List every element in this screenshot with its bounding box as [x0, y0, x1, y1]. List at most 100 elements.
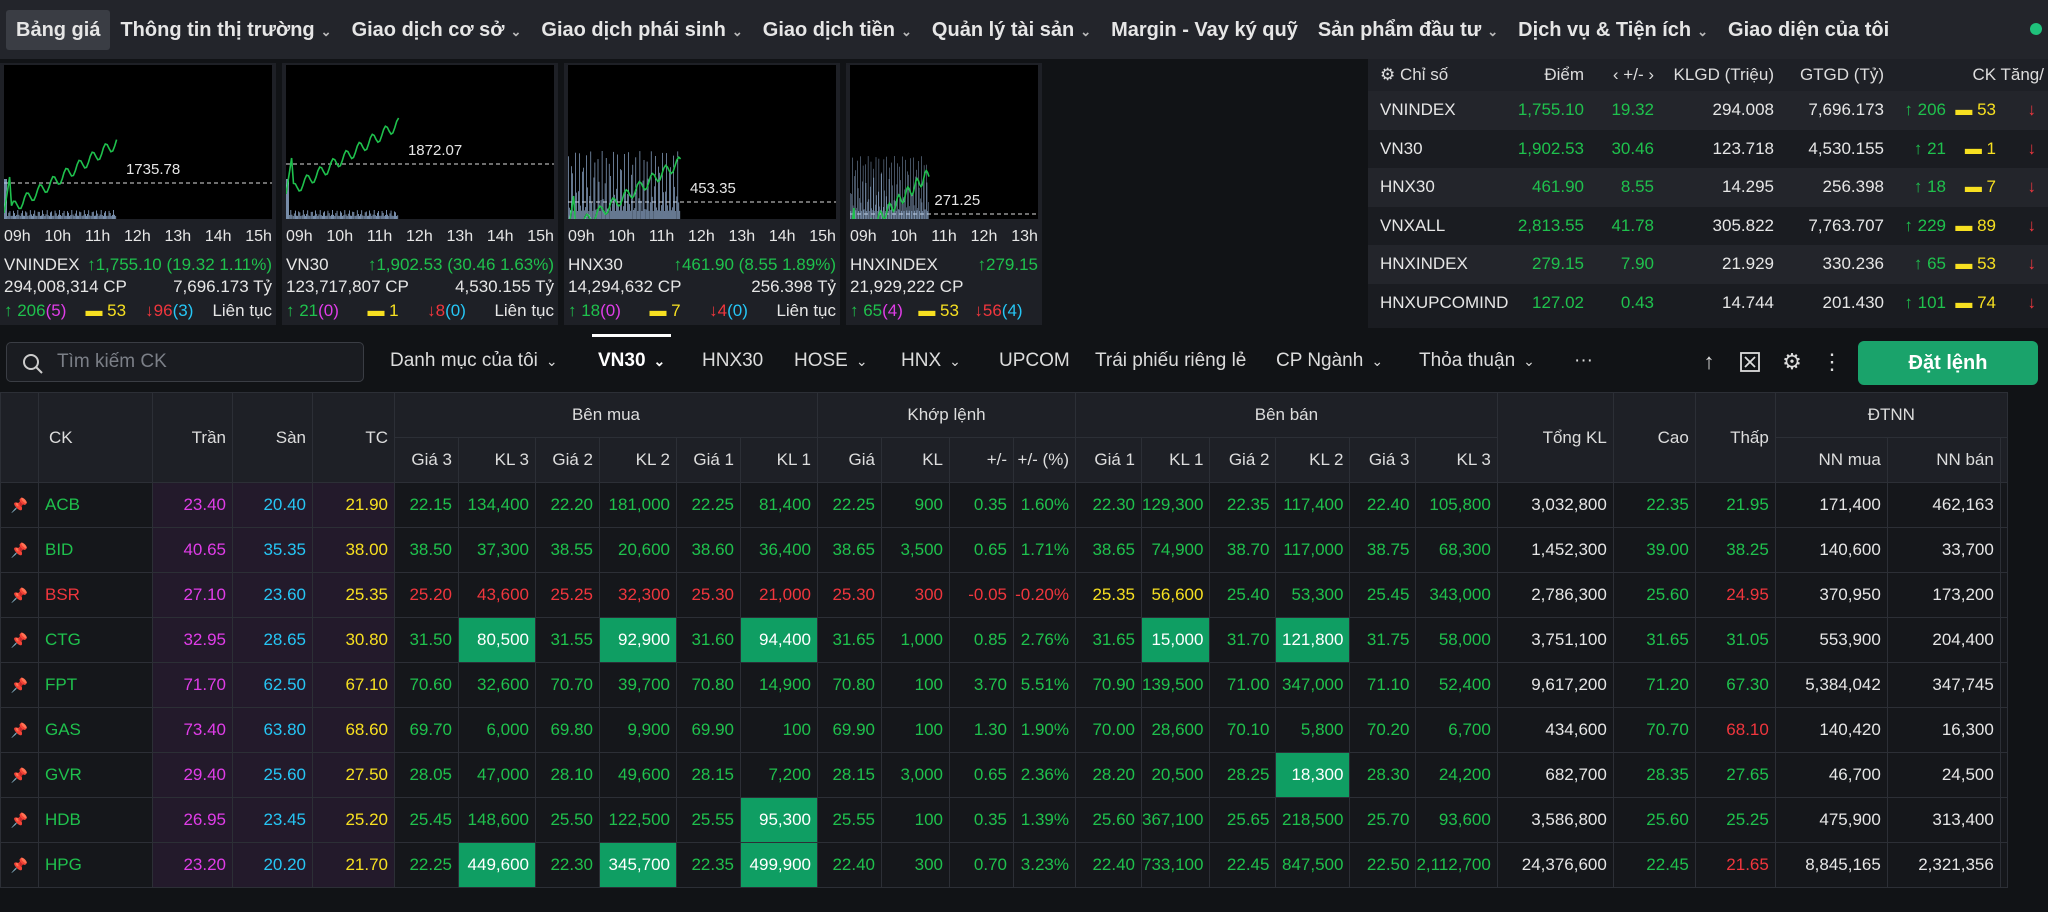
index-table-row[interactable]: HNXINDEX 279.15 7.90 21.929 330.236 ↑ 65 ▬ 53 ↓: [1368, 245, 2048, 284]
col-subheader[interactable]: Giá 2: [1209, 437, 1277, 483]
pin-icon[interactable]: 📌: [0, 527, 39, 573]
pin-icon[interactable]: 📌: [0, 572, 39, 618]
pin-icon[interactable]: 📌: [0, 707, 39, 753]
tab-4[interactable]: HNX ⌄: [901, 350, 961, 372]
col-subheader[interactable]: Giá 3: [1349, 437, 1417, 483]
ticker-cell[interactable]: CTG: [38, 617, 153, 663]
tab-1[interactable]: VN30 ⌄: [591, 334, 672, 372]
pin-icon[interactable]: 📌: [0, 797, 39, 843]
col-subheader[interactable]: Giá 3: [394, 437, 459, 483]
pin-icon[interactable]: 📌: [0, 482, 39, 528]
index-panel-vnindex[interactable]: 1735.78 09h 10h 11h 12h 13h 14h 15h VNINDEX ↑1,75…: [0, 63, 276, 325]
ticker-cell[interactable]: GVR: [38, 752, 153, 798]
nav-item-3[interactable]: Giao dịch phái sinh ⌄: [531, 10, 752, 50]
col-subheader[interactable]: NN bán: [1886, 437, 2001, 483]
col-subheader[interactable]: KL: [881, 437, 950, 483]
index-table-row[interactable]: VNXALL 2,813.55 41.78 305.822 7,763.707 ↑ 229…: [1368, 207, 2048, 246]
table-row[interactable]: 📌 HPG 23.20 20.20 21.70 22.25 449,600 22.30 345,…: [0, 842, 2008, 888]
col-subheader[interactable]: KL 1: [1140, 437, 1211, 483]
col-header-tran[interactable]: Trần: [152, 392, 233, 483]
chevron-down-icon: ⌄: [510, 23, 522, 39]
tab-5[interactable]: UPCOM: [999, 350, 1070, 372]
index-table-row[interactable]: VN30 1,902.53 30.46 123.718 4,530.155 ↑ 21 ▬ 1…: [1368, 130, 2048, 169]
index-table-col-header[interactable]: ‹ +/- ›: [1612, 65, 1654, 84]
col-header-ck[interactable]: CK: [38, 392, 153, 483]
col-subheader[interactable]: +/-: [949, 437, 1014, 483]
col-subheader[interactable]: KL 2: [1275, 437, 1351, 483]
search-input[interactable]: Tìm kiếm CK: [6, 342, 364, 382]
gear-icon[interactable]: ⚙: [1782, 349, 1802, 374]
table-row[interactable]: 📌 ACB 23.40 20.40 21.90 22.15 134,400 22.20 181,…: [0, 482, 2008, 528]
excel-export-icon[interactable]: [1736, 348, 1764, 376]
price-cell: 3,032,800: [1496, 482, 1614, 528]
col-subheader[interactable]: KL 1: [740, 437, 818, 483]
col-header-total[interactable]: Tổng KL: [1496, 392, 1614, 483]
index-panel-vn30[interactable]: 1872.07 09h 10h 11h 12h 13h 14h 15h VN30 ↑1,902.5…: [282, 63, 558, 325]
col-subheader[interactable]: Giá 1: [676, 437, 741, 483]
ticker-cell[interactable]: BID: [38, 527, 153, 573]
col-subheader[interactable]: NN mua: [1774, 437, 1888, 483]
price-cell: 38.75: [1349, 527, 1417, 573]
col-header-tc[interactable]: TC: [312, 392, 395, 483]
col-subheader[interactable]: +/- (%): [1013, 437, 1076, 483]
upload-icon[interactable]: ↑: [1703, 349, 1715, 374]
index-panel-hnxindex[interactable]: 271.25 09h 10h 11h 12h 13h HNXINDEX ↑279.15 21,9…: [846, 63, 1042, 325]
col-subheader[interactable]: Giá 2: [535, 437, 600, 483]
col-subheader[interactable]: Giá: [817, 437, 882, 483]
tab-7[interactable]: CP Ngành ⌄: [1276, 350, 1383, 372]
table-row[interactable]: 📌 FPT 71.70 62.50 67.10 70.60 32,600 70.70 39,70…: [0, 662, 2008, 708]
ticker-cell[interactable]: FPT: [38, 662, 153, 708]
tab-0[interactable]: Danh mục của tôi ⌄: [390, 350, 558, 372]
ticker-cell[interactable]: HDB: [38, 797, 153, 843]
nav-item-4[interactable]: Giao dịch tiền ⌄: [753, 10, 922, 50]
time-tick: 13h: [728, 228, 756, 245]
col-subheader[interactable]: KL 3: [1415, 437, 1498, 483]
col-header-high[interactable]: Cao: [1612, 392, 1696, 483]
index-table-row[interactable]: VNINDEX 1,755.10 19.32 294.008 7,696.173 ↑ 20…: [1368, 91, 2048, 130]
place-order-button[interactable]: Đặt lệnh: [1858, 341, 2038, 385]
nav-item-5[interactable]: Quản lý tài sản ⌄: [922, 10, 1101, 50]
nav-item-2[interactable]: Giao dịch cơ sở ⌄: [342, 10, 532, 50]
tab-9[interactable]: ···: [1574, 350, 1593, 372]
index-table-cell: HNX30: [1380, 177, 1435, 197]
pin-icon[interactable]: 📌: [0, 662, 39, 708]
col-header-low[interactable]: Thấp: [1694, 392, 1776, 483]
nav-item-6[interactable]: Margin - Vay ký quỹ: [1101, 10, 1308, 50]
price-cell: 117,000: [1275, 527, 1351, 573]
pin-icon[interactable]: 📌: [0, 752, 39, 798]
col-group-buy: Bên mua: [394, 392, 818, 438]
index-table-row[interactable]: HNX30 461.90 8.55 14.295 256.398 ↑ 18 ▬ 7 ↓: [1368, 168, 2048, 207]
price-cell: 553,900: [1774, 617, 1888, 663]
col-header-san[interactable]: Sàn: [232, 392, 313, 483]
ticker-cell[interactable]: GAS: [38, 707, 153, 753]
nav-item-0[interactable]: Bảng giá: [6, 9, 111, 50]
col-subheader[interactable]: KL 2: [599, 437, 677, 483]
time-tick: 12h: [406, 228, 433, 245]
col-subheader[interactable]: Giá 1: [1075, 437, 1142, 483]
pin-icon[interactable]: 📌: [0, 842, 39, 888]
ticker-cell[interactable]: BSR: [38, 572, 153, 618]
ticker-cell[interactable]: HPG: [38, 842, 153, 888]
table-row[interactable]: 📌 CTG 32.95 28.65 30.80 31.50 80,500 31.55 92,90…: [0, 617, 2008, 663]
table-row[interactable]: 📌 BSR 27.10 23.60 25.35 25.20 43,600 25.25 32,30…: [0, 572, 2008, 618]
index-panel-hnx30[interactable]: 453.35 09h 10h 11h 12h 13h 14h 15h HNX30 ↑461.90 …: [564, 63, 840, 325]
nav-item-8[interactable]: Dịch vụ & Tiện ích ⌄: [1508, 10, 1718, 50]
table-row[interactable]: 📌 BID 40.65 35.35 38.00 38.50 37,300 38.55 20,60…: [0, 527, 2008, 573]
col-subheader[interactable]: KL 3: [458, 437, 536, 483]
tab-6[interactable]: Trái phiếu riêng lẻ: [1095, 350, 1246, 372]
ticker-cell[interactable]: ACB: [38, 482, 153, 528]
tab-3[interactable]: HOSE ⌄: [794, 350, 868, 372]
index-table-row[interactable]: HNXUPCOMINDEX 127.02 0.43 14.744 201.430 ↑ 10…: [1368, 284, 2048, 323]
tab-8[interactable]: Thỏa thuận ⌄: [1419, 350, 1535, 372]
decliners-count: ↓96: [145, 301, 173, 320]
table-row[interactable]: 📌 GAS 73.40 63.80 68.60 69.70 6,000 69.80 9,900 6…: [0, 707, 2008, 753]
pin-icon[interactable]: 📌: [0, 617, 39, 663]
nav-item-7[interactable]: Sản phẩm đầu tư ⌄: [1308, 10, 1508, 50]
table-row[interactable]: 📌 GVR 29.40 25.60 27.50 28.05 47,000 28.10 49,60…: [0, 752, 2008, 798]
index-table-cell: ↑ 229: [1904, 215, 1946, 235]
nav-item-9[interactable]: Giao diện của tôi: [1718, 10, 1899, 50]
tab-2[interactable]: HNX30: [702, 350, 763, 372]
nav-item-1[interactable]: Thông tin thị trường ⌄: [110, 10, 341, 50]
more-vertical-icon[interactable]: ⋮: [1821, 349, 1843, 374]
table-row[interactable]: 📌 HDB 26.95 23.45 25.20 25.45 148,600 25.50 122,…: [0, 797, 2008, 843]
